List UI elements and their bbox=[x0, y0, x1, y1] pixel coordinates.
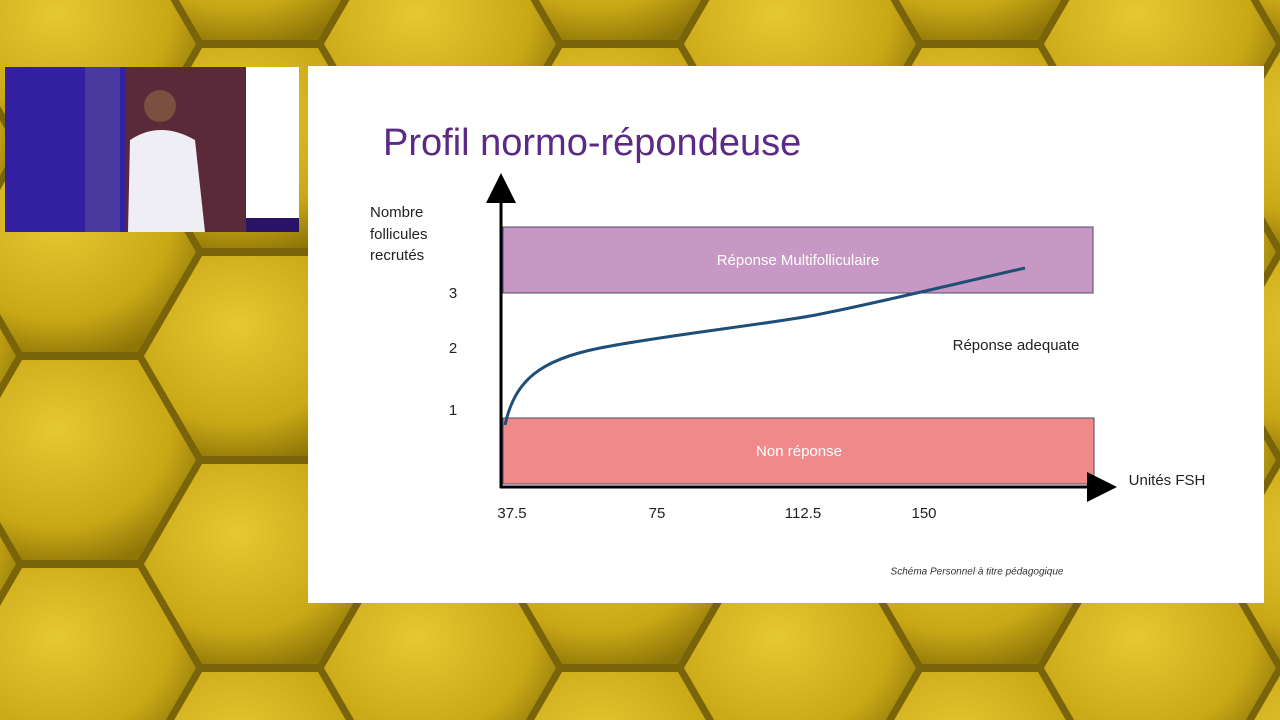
y-tick-label: 1 bbox=[449, 402, 457, 419]
zone-label: Réponse adequate bbox=[953, 337, 1080, 354]
y-tick-label: 2 bbox=[449, 340, 457, 357]
y-tick-label: 3 bbox=[449, 285, 457, 302]
zone-band bbox=[502, 417, 1095, 485]
speaker-video bbox=[5, 67, 299, 232]
y-axis-label: recrutés bbox=[370, 247, 424, 264]
zone-label: Réponse Multifolliculaire bbox=[717, 252, 880, 269]
x-tick-label: 112.5 bbox=[785, 505, 821, 522]
x-tick-label: 75 bbox=[649, 505, 666, 522]
y-axis-label: Nombre bbox=[370, 204, 423, 221]
y-axis-label: follicules bbox=[370, 226, 428, 243]
slide bbox=[308, 66, 1264, 603]
response-curve bbox=[503, 266, 1026, 426]
footnote: Schéma Personnel à titre pédagogique bbox=[891, 567, 1064, 578]
x-tick-label: 37.5 bbox=[497, 505, 526, 522]
slide-title: Profil normo-répondeuse bbox=[383, 122, 801, 164]
zone-band bbox=[502, 226, 1094, 294]
x-tick-label: 150 bbox=[911, 505, 936, 522]
x-axis-label: Unités FSH bbox=[1129, 472, 1206, 489]
zone-label: Non réponse bbox=[756, 443, 842, 460]
